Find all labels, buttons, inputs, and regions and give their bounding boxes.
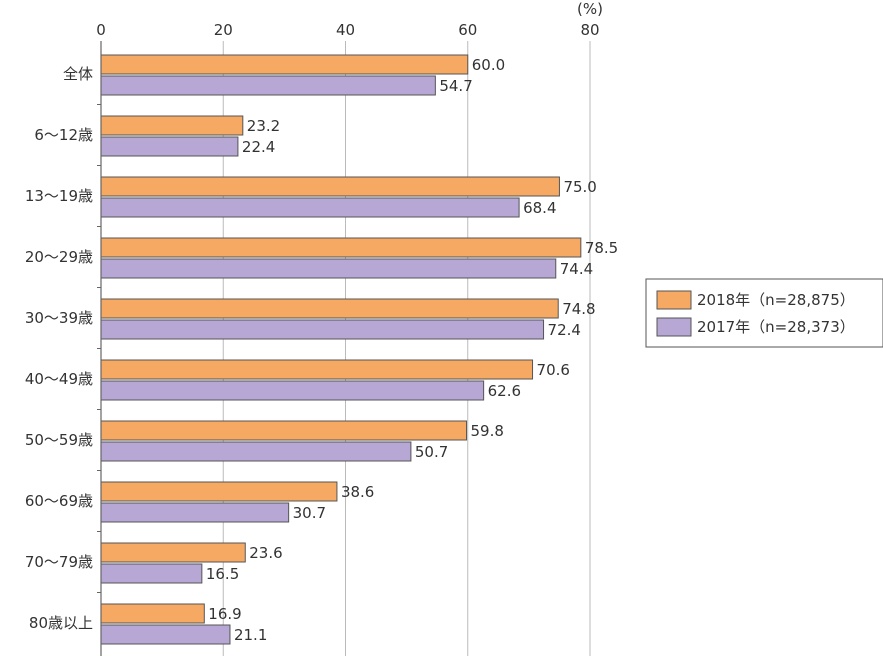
value-label: 74.4 — [560, 260, 593, 278]
category-label: 20～29歳 — [25, 248, 93, 266]
legend: 2018年（n=28,875） 2017年（n=28,373） — [645, 278, 883, 348]
value-label: 59.8 — [471, 422, 504, 440]
unit-label: (%) — [577, 0, 603, 18]
value-label: 54.7 — [439, 77, 472, 95]
category-label: 50～59歳 — [25, 431, 93, 449]
value-label: 23.6 — [249, 544, 282, 562]
x-tick-label-60: 60 — [458, 21, 477, 39]
bar-2017 — [100, 502, 290, 523]
category-label: 40～49歳 — [25, 370, 93, 388]
bar-2018 — [100, 115, 244, 136]
value-label: 16.5 — [206, 565, 239, 583]
bar-2017 — [100, 136, 239, 157]
bar-2017 — [100, 563, 203, 584]
bar-2017 — [100, 441, 412, 462]
value-label: 23.2 — [247, 117, 280, 135]
value-labels: 60.054.7 23.2 22.4 75.0 68.4 78.5 74.4 74.8 72.4… — [206, 56, 618, 644]
bar-2018 — [100, 298, 559, 319]
value-label: 22.4 — [242, 138, 275, 156]
x-tick-label-0: 0 — [96, 21, 106, 39]
category-label: 6～12歳 — [34, 126, 93, 144]
value-label: 21.1 — [234, 626, 267, 644]
bar-2018 — [100, 481, 338, 502]
value-label: 78.5 — [585, 239, 618, 257]
x-tick-label-20: 20 — [214, 21, 233, 39]
bar-2018 — [100, 542, 246, 563]
value-label: 16.9 — [208, 605, 241, 623]
bar-2017 — [100, 319, 545, 340]
value-label: 50.7 — [415, 443, 448, 461]
value-label: 72.4 — [548, 321, 581, 339]
bar-2017 — [100, 197, 520, 218]
x-axis-ticks: 0 20 40 60 80 — [96, 21, 599, 39]
value-label: 30.7 — [293, 504, 326, 522]
category-label: 70～79歳 — [25, 553, 93, 571]
category-label: 80歳以上 — [29, 614, 93, 632]
bar-2017 — [100, 258, 557, 279]
value-label: 68.4 — [523, 199, 556, 217]
bar-2018 — [100, 176, 560, 197]
category-label: 30～39歳 — [25, 309, 93, 327]
bar-2018 — [100, 237, 582, 258]
value-label: 62.6 — [488, 382, 521, 400]
bar-2017 — [100, 380, 485, 401]
value-label: 74.8 — [562, 300, 595, 318]
legend-label-2018: 2018年（n=28,875） — [697, 291, 855, 309]
category-label: 全体 — [63, 65, 93, 83]
value-label: 60.0 — [472, 56, 505, 74]
bar-2018 — [100, 420, 468, 441]
bar-2018 — [100, 359, 534, 380]
legend-label-2017: 2017年（n=28,373） — [697, 318, 855, 336]
category-label: 13～19歳 — [25, 187, 93, 205]
bar-2017 — [100, 624, 231, 645]
category-labels: 全体 6～12歳 13～19歳 20～29歳 30～39歳 40～49歳 50～59歳 60～… — [25, 65, 101, 632]
value-label: 70.6 — [537, 361, 570, 379]
bar-2017 — [100, 75, 436, 96]
bar-2018 — [100, 603, 205, 624]
bar-2018 — [100, 54, 469, 75]
category-label: 60～69歳 — [25, 492, 93, 510]
value-label: 38.6 — [341, 483, 374, 501]
legend-swatch-2018 — [656, 290, 692, 310]
x-tick-label-40: 40 — [336, 21, 355, 39]
legend-frame — [645, 278, 883, 348]
bars — [100, 54, 582, 645]
legend-swatch-2017 — [656, 317, 692, 337]
value-label: 75.0 — [563, 178, 596, 196]
x-tick-label-80: 80 — [580, 21, 599, 39]
